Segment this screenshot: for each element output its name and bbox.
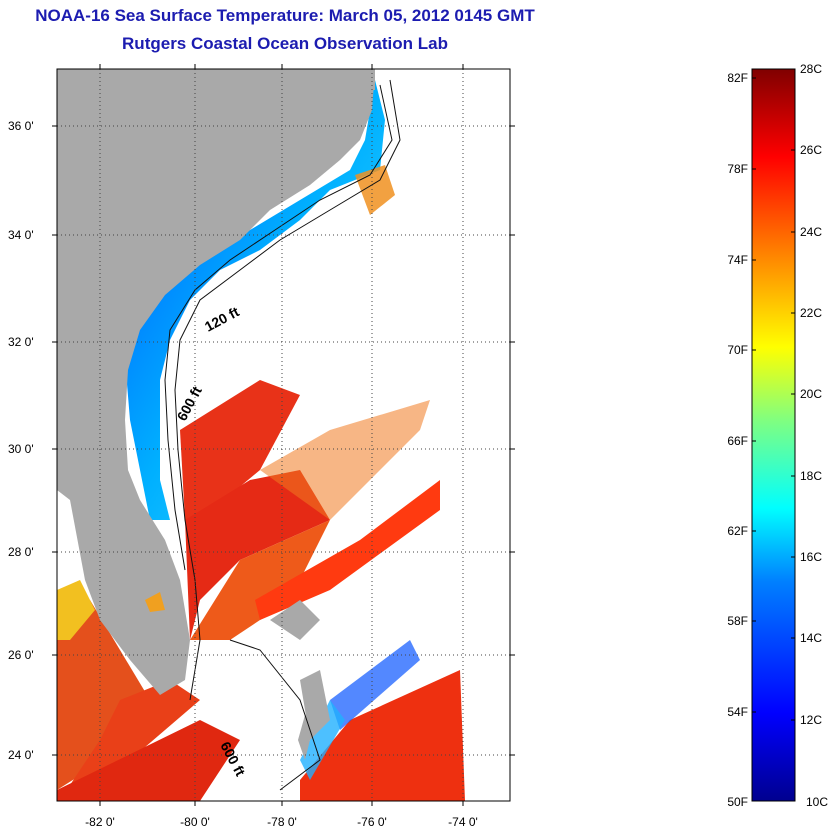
- map-title: NOAA-16 Sea Surface Temperature: March 0…: [35, 6, 535, 25]
- colorbar-label-f: 82F: [727, 71, 748, 85]
- depth-contour-120ft: [164, 84, 393, 571]
- colorbar-label-c: 10C: [806, 795, 828, 809]
- gulf-stream-warm-water: [180, 380, 300, 520]
- colorbar-ticks: [752, 68, 795, 721]
- lon-label: -80 0': [180, 815, 210, 829]
- colorbar-label-f: 70F: [727, 343, 748, 357]
- colorbar-label-c: 18C: [800, 469, 822, 483]
- florida-keys-warm: [57, 720, 240, 801]
- colorbar-label-f: 62F: [727, 524, 748, 538]
- us-southeast-land: [57, 69, 375, 695]
- lon-label: -78 0': [267, 815, 297, 829]
- map-border: [56, 68, 511, 802]
- depth-contour-bahamas: [229, 639, 321, 791]
- colorbar-label-f: 50F: [727, 795, 748, 809]
- colorbar-label-c: 16C: [800, 550, 822, 564]
- map-subtitle: Rutgers Coastal Ocean Observation Lab: [122, 34, 448, 53]
- axis-ticks: [52, 64, 515, 806]
- lon-label: -74 0': [448, 815, 478, 829]
- colorbar-label-f: 58F: [727, 614, 748, 628]
- colorbar-label-c: 28C: [800, 62, 822, 76]
- lon-label: -76 0': [357, 815, 387, 829]
- warm-water-band: [190, 520, 330, 640]
- lat-label: 30 0': [8, 442, 34, 456]
- land-north-edge: [57, 69, 375, 90]
- warm-streaks: [260, 400, 430, 520]
- gulf-yellow-water: [57, 580, 95, 640]
- colorbar-label-c: 22C: [800, 306, 822, 320]
- lat-label: 32 0': [8, 335, 34, 349]
- colorbar-label-f: 66F: [727, 434, 748, 448]
- colorbar-label-c: 14C: [800, 631, 822, 645]
- lon-label: -82 0': [85, 815, 115, 829]
- sst-layer: [57, 69, 465, 801]
- red-diagonal-band: [255, 480, 440, 620]
- warm-water-florida-straits: [185, 470, 330, 640]
- lake-okeechobee: [145, 592, 165, 612]
- cool-streak-south: [300, 700, 345, 780]
- warm-water-bahamas: [300, 670, 465, 801]
- colorbar-label-c: 20C: [800, 387, 822, 401]
- gulf-of-mexico-warm: [57, 590, 150, 790]
- lat-label: 36 0': [8, 119, 34, 133]
- bahamas-island: [270, 600, 320, 640]
- lat-label: 34 0': [8, 228, 34, 242]
- lat-label: 24 0': [8, 748, 34, 762]
- island-small: [298, 715, 315, 760]
- lat-label: 26 0': [8, 648, 34, 662]
- colorbar-label-f: 78F: [727, 162, 748, 176]
- colorbar-label-c: 26C: [800, 143, 822, 157]
- colorbar-label-f: 54F: [727, 705, 748, 719]
- cold-coastal-water: [125, 80, 385, 520]
- colorbar-label-f: 74F: [727, 253, 748, 267]
- colorbar-label-c: 24C: [800, 225, 822, 239]
- lat-label: 28 0': [8, 545, 34, 559]
- colorbar: [751, 68, 796, 802]
- gulf-south-warm: [60, 680, 200, 800]
- cool-streak-bahamas: [330, 640, 420, 730]
- colorbar-label-c: 12C: [800, 713, 822, 727]
